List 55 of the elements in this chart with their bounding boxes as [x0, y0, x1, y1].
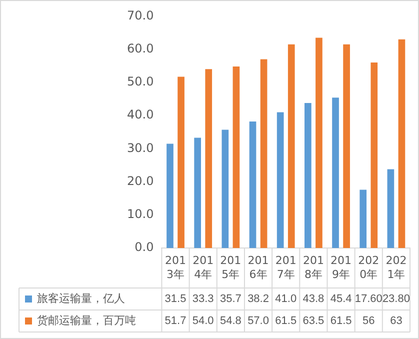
data-label: 31.5 [164, 293, 186, 306]
bar [205, 69, 212, 248]
data-label: 33.3 [192, 293, 214, 306]
x-tick-label: 2015年 [220, 254, 242, 281]
legend-label: 旅客运输量，亿人 [37, 292, 125, 305]
data-label: 54.0 [192, 315, 214, 328]
data-label: 17.60 [354, 293, 382, 306]
bar [316, 38, 322, 248]
bar [370, 62, 378, 248]
data-label: 23.80 [382, 293, 410, 306]
y-tick-label: 50.0 [127, 74, 154, 89]
x-tick-label: 2013年 [165, 254, 186, 281]
bar [194, 138, 202, 248]
bar [360, 190, 367, 248]
bar [288, 44, 295, 248]
bar [232, 66, 240, 248]
bar [343, 44, 350, 248]
data-label: 61.5 [275, 315, 297, 328]
y-tick-label: 10.0 [127, 207, 154, 222]
x-tick-label: 2017年 [275, 254, 296, 281]
bar [249, 122, 256, 248]
data-label: 38.2 [248, 293, 269, 306]
data-label: 45.4 [330, 293, 352, 306]
y-tick-label: 0.0 [134, 240, 154, 254]
bar [222, 130, 229, 248]
x-tick-label: 2019年 [330, 254, 352, 281]
bar [398, 39, 406, 248]
bar [260, 59, 268, 248]
x-tick-label: 2021年 [386, 254, 407, 281]
x-tick-label: 2016年 [248, 254, 269, 281]
x-tick-label: 2020年 [358, 254, 380, 281]
data-label: 57.0 [248, 315, 269, 328]
y-tick-label: 40.0 [127, 108, 154, 122]
x-tick-label: 2014年 [192, 254, 214, 281]
y-tick-label: 70.0 [127, 8, 154, 22]
data-label: 63 [390, 315, 402, 328]
bar [387, 169, 394, 248]
bar [276, 112, 284, 248]
y-tick-label: 60.0 [127, 41, 154, 56]
bar [332, 98, 339, 248]
data-label: 54.8 [220, 315, 242, 328]
data-label: 43.8 [302, 293, 324, 306]
data-label: 35.7 [220, 293, 242, 306]
data-label: 51.7 [164, 315, 186, 328]
data-label: 61.5 [330, 315, 352, 328]
y-tick-label: 30.0 [127, 140, 154, 155]
bar [166, 144, 174, 248]
legend-label: 货邮运输量，百万吨 [37, 314, 136, 327]
data-label: 63.5 [302, 315, 324, 328]
data-label: 41.0 [275, 293, 297, 306]
data-label: 56 [362, 315, 375, 328]
bar [178, 76, 184, 248]
x-tick-label: 2018年 [302, 254, 324, 281]
bar [304, 102, 312, 248]
y-tick-label: 20.0 [127, 174, 154, 188]
